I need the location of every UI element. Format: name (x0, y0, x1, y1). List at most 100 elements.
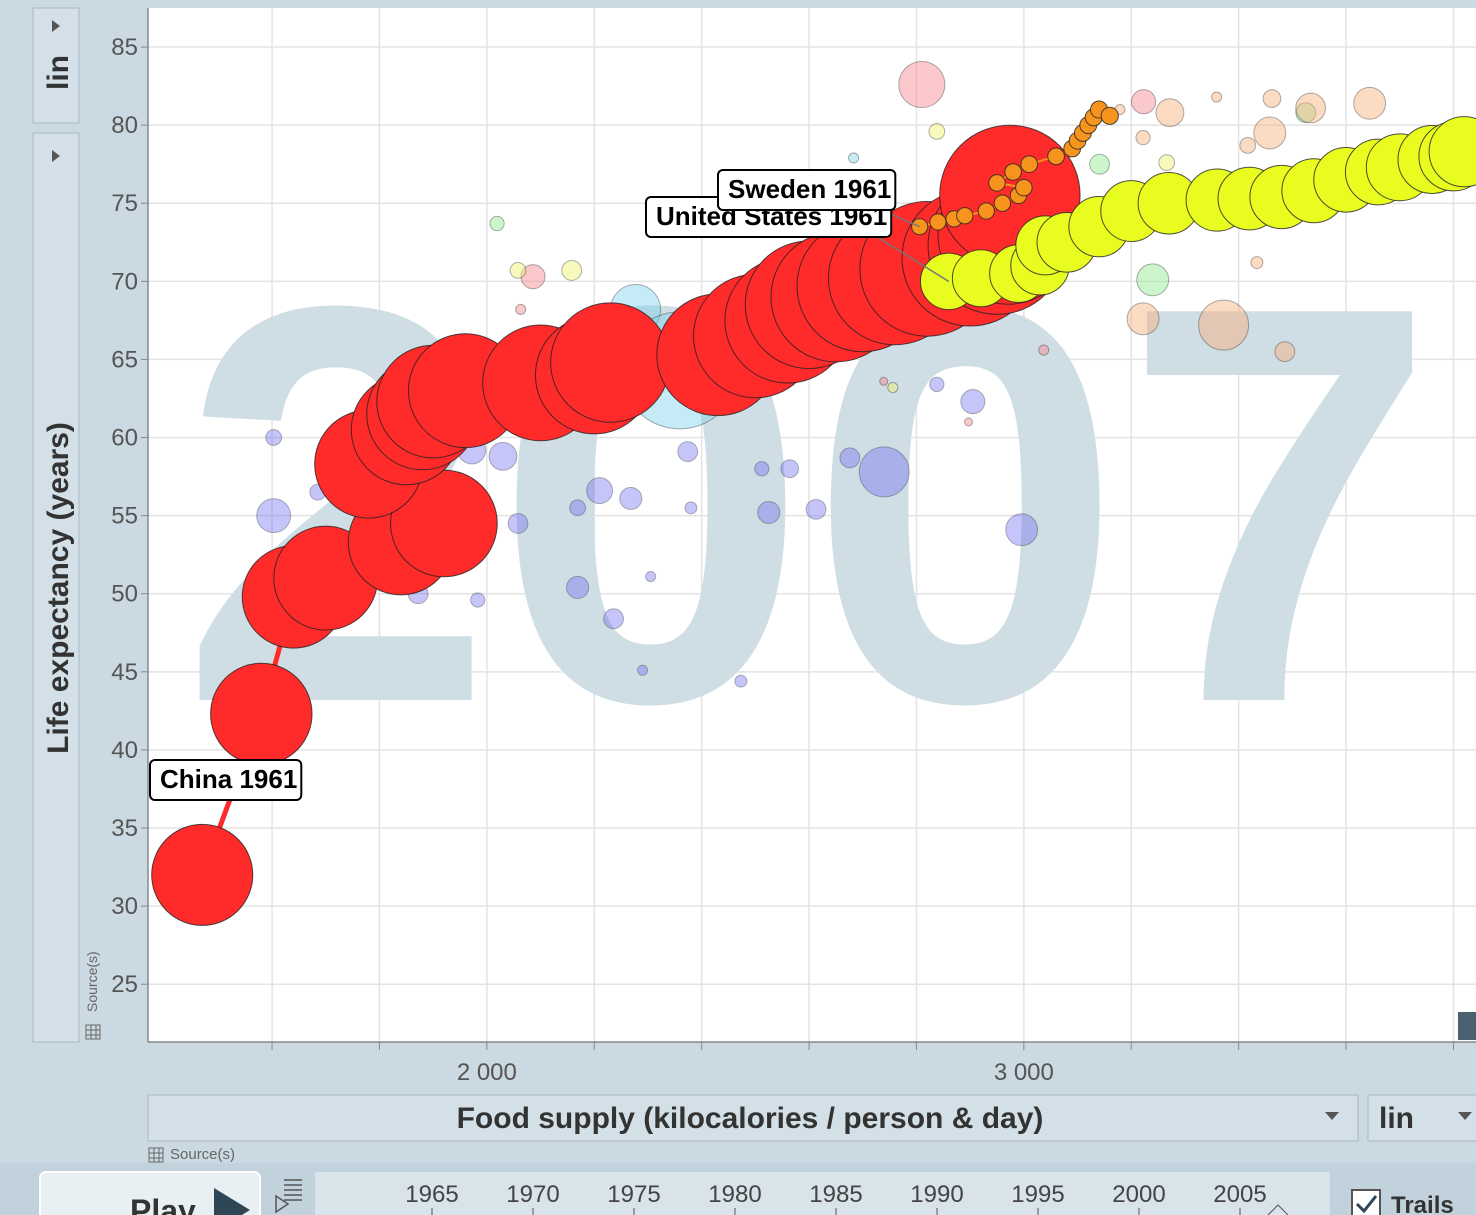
table-icon[interactable] (148, 1147, 164, 1163)
x-tick-label: 3 000 (994, 1059, 1054, 1086)
bubble (1131, 89, 1157, 115)
play-button[interactable] (39, 1171, 261, 1215)
bubble (1239, 137, 1257, 154)
bubble (858, 446, 910, 498)
bubble (1274, 341, 1296, 363)
bubble (993, 194, 1012, 212)
marks (151, 61, 1476, 926)
dropdown-arrow (52, 150, 60, 162)
bubble (1353, 86, 1387, 120)
bubble (637, 664, 649, 676)
y-tick-label: 45 (111, 659, 138, 686)
timeline-year: 1985 (809, 1181, 862, 1208)
y-tick-label: 40 (111, 737, 138, 764)
bubble (960, 389, 986, 415)
timeline-year: 1965 (405, 1181, 458, 1208)
timeline-handle[interactable] (1267, 1204, 1289, 1215)
timeline-years: 1965 1970 1975 1980 1985 1990 1995 2000 2005 (405, 1181, 1267, 1215)
bubble (734, 674, 748, 688)
bubble (1262, 89, 1282, 108)
timeline-year: 2000 (1112, 1181, 1165, 1208)
bubble (1295, 92, 1326, 124)
bubble (520, 264, 546, 290)
bubble (1135, 130, 1151, 146)
bubble (1100, 106, 1119, 125)
bubble (929, 376, 945, 393)
expand-icon[interactable] (1458, 1012, 1476, 1040)
x-axis-selector[interactable] (147, 1094, 1359, 1142)
bubble (956, 207, 974, 225)
dropdown-arrow (1458, 1112, 1472, 1120)
y-tick-label: 60 (111, 425, 138, 452)
x-scale-button[interactable] (1367, 1094, 1476, 1142)
annotation-label: China 1961 (160, 764, 297, 794)
trails-label: Trails (1391, 1192, 1454, 1215)
y-scale-label: lin (42, 55, 75, 90)
timeline-year: 1975 (607, 1181, 660, 1208)
play-label: Play (130, 1193, 196, 1215)
x-source-link[interactable]: Source(s) (170, 1146, 235, 1163)
bubble (848, 152, 860, 164)
bubble (805, 498, 827, 520)
bubble (928, 122, 946, 140)
bubble (586, 477, 614, 505)
bubble (1198, 299, 1250, 351)
bubble (509, 262, 527, 279)
y-tick-label: 80 (111, 112, 138, 139)
trails-checkbox[interactable] (1351, 1189, 1381, 1215)
y-tick-label: 50 (111, 581, 138, 608)
bubble (911, 218, 929, 236)
bubble (1295, 102, 1317, 124)
bubble (1250, 256, 1264, 270)
bubble (677, 441, 699, 463)
bubble (1089, 153, 1110, 175)
bubble (566, 575, 590, 600)
bubble (1253, 116, 1287, 150)
bubble (256, 498, 292, 534)
bubble (603, 608, 625, 630)
bubble (619, 486, 643, 511)
y-source-link[interactable]: Source(s) (84, 951, 100, 1012)
bubble (569, 499, 586, 517)
y-tick-label: 55 (111, 503, 138, 530)
bubble (879, 376, 889, 386)
axes: 25 30 35 40 45 50 55 60 65 70 75 80 85 2 000 3 000 (111, 34, 1454, 1086)
bubble (1038, 344, 1050, 356)
bubble (488, 441, 518, 471)
y-axis-selector[interactable] (32, 132, 80, 1043)
timeline-year: 1980 (708, 1181, 761, 1208)
timeline-year: 1970 (506, 1181, 559, 1208)
bubble (1428, 116, 1476, 188)
y-tick-label: 85 (111, 34, 138, 61)
bubble (265, 429, 283, 446)
y-tick-label: 30 (111, 893, 138, 920)
annotation-box (149, 759, 303, 801)
speed-icon[interactable] (275, 1179, 302, 1214)
annotation-label: Sweden 1961 (728, 174, 891, 204)
bubble (684, 501, 698, 515)
table-icon[interactable] (85, 1024, 101, 1040)
dropdown-arrow (1325, 1112, 1339, 1120)
bubble (1005, 513, 1039, 547)
y-tick-label: 75 (111, 190, 138, 217)
bubble (780, 459, 800, 479)
bubble (470, 592, 486, 608)
bubble (964, 417, 974, 427)
x-scale-label: lin (1379, 1102, 1414, 1135)
bubble (1015, 178, 1033, 197)
bubble (887, 382, 899, 394)
check-mark (1355, 1195, 1378, 1214)
bubble (1155, 98, 1185, 128)
bubble (645, 571, 657, 583)
timeline[interactable] (315, 1172, 1330, 1215)
bubble (151, 823, 254, 926)
bubble (757, 500, 781, 525)
bubble (988, 174, 1006, 192)
bubble (1158, 154, 1176, 172)
bubble (1126, 302, 1160, 336)
annotation-box (717, 169, 897, 211)
bubble (839, 447, 861, 469)
